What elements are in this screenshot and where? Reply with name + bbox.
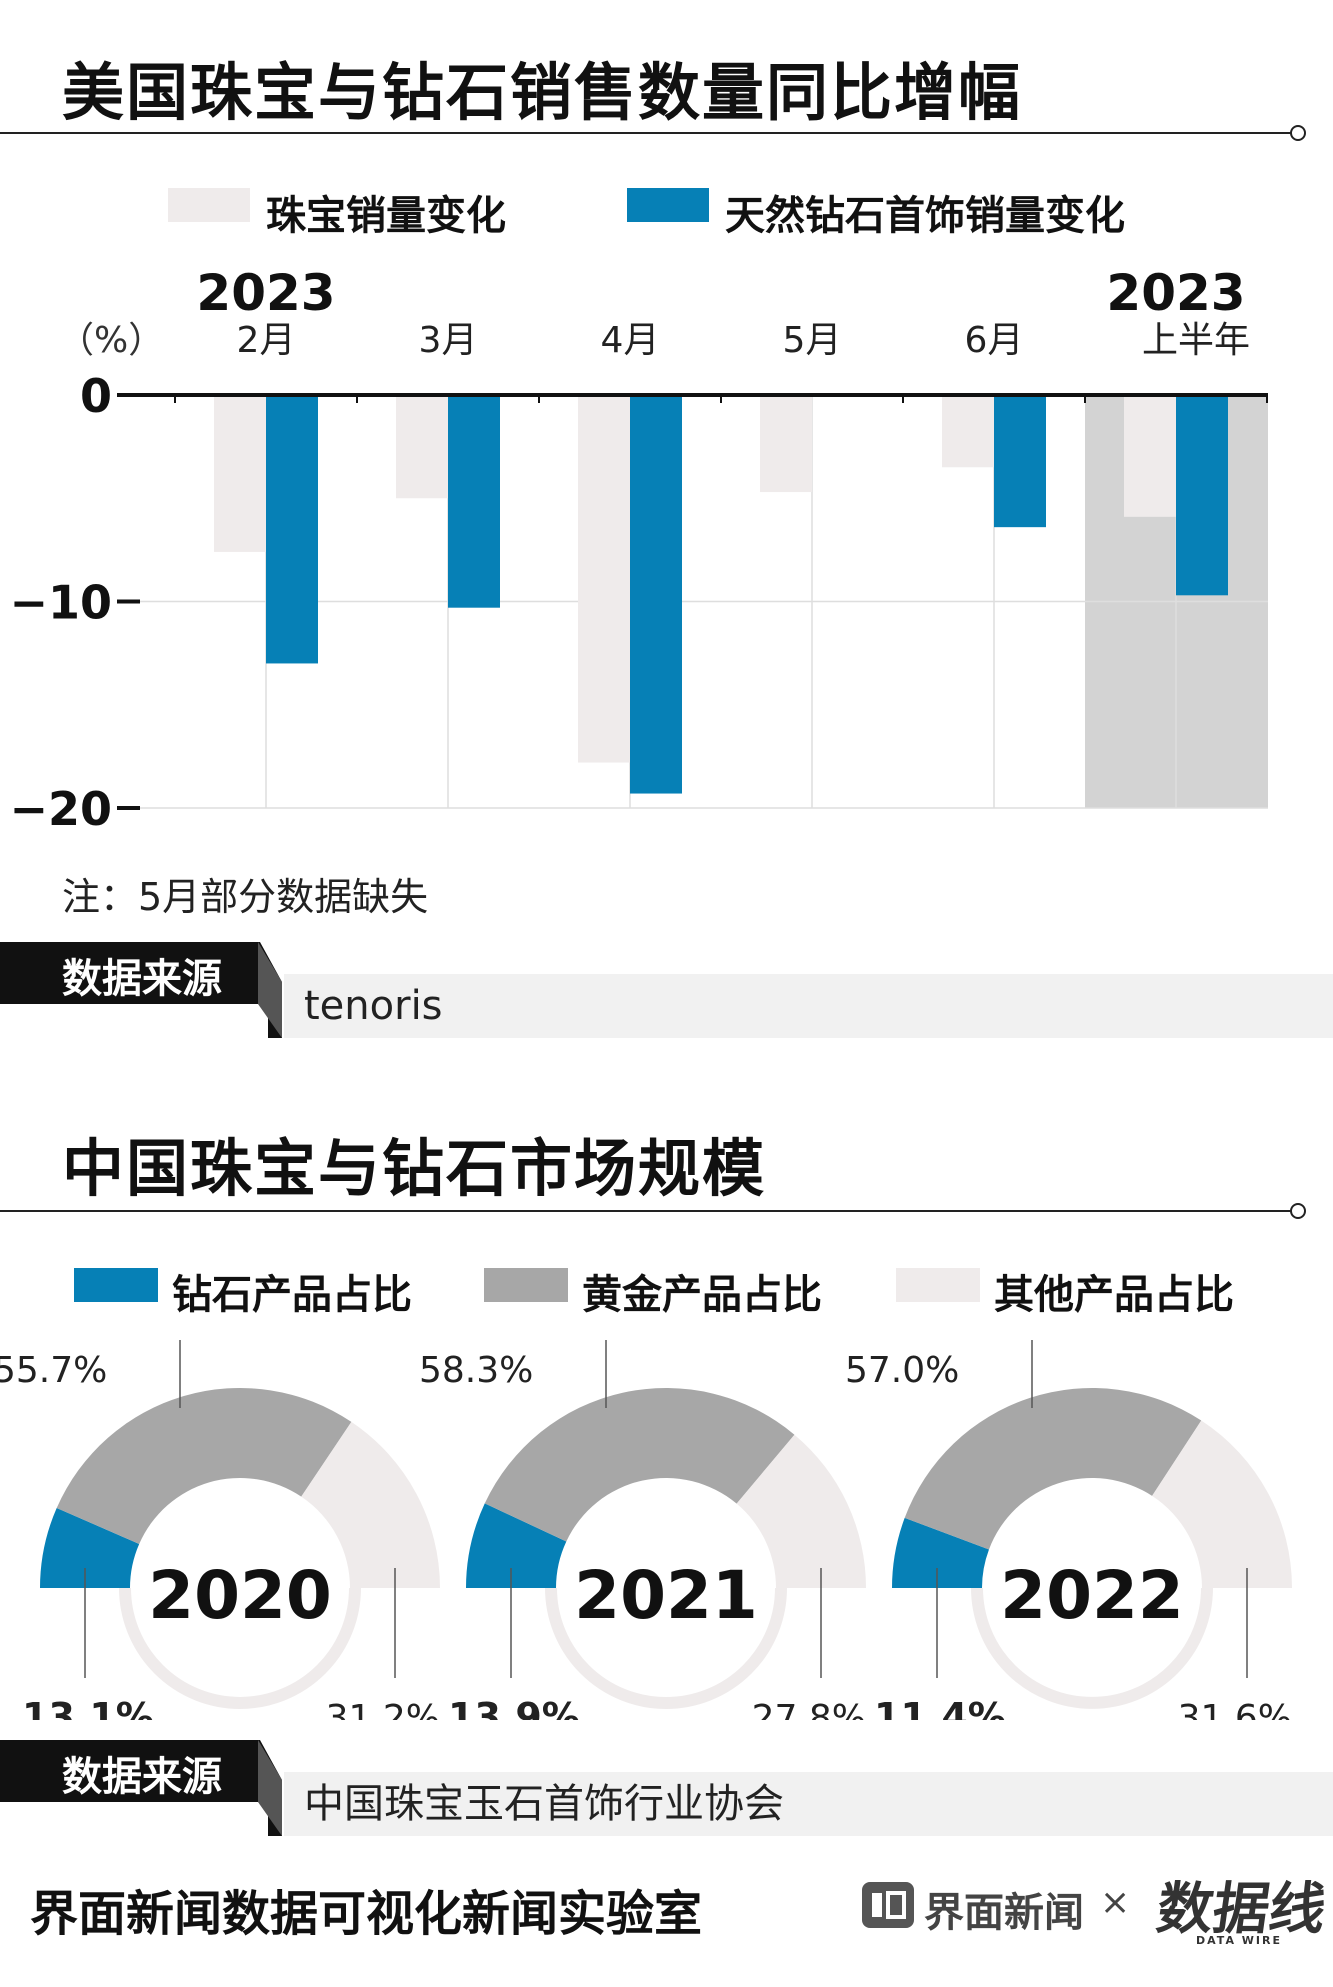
x-tick-label: 6月 [965,320,1024,361]
legend-swatch-diamond-share [74,1268,158,1302]
slice-label: 13.9% [448,1695,580,1720]
partner-logo-sub: DATA WIRE [1196,1934,1282,1947]
y-tick-label: −20 [9,782,112,836]
legend-label-other-share: 其他产品占比 [994,1272,1234,1318]
brand-logo-icon [862,1882,914,1928]
source-label-1: 数据来源 [62,956,222,1002]
x-tick-label: 2月 [237,320,296,361]
donut-slice-0-0 [40,1507,140,1588]
donut-base-ring [119,1587,361,1709]
chart1-note: 注：5月部分数据缺失 [62,875,429,919]
footer-title: 界面新闻数据可视化新闻实验室 [30,1886,703,1942]
donut-slice-1-2 [736,1434,866,1588]
chart2-title: 中国珠宝与钻石市场规模 [62,1132,767,1205]
donut-chart: 13.1% 55.7% 31.2% 2020 13.9% 58.3% 27.8% 2021 11… [0,1340,1292,1720]
chart2-title-rule [0,1210,1296,1212]
source-tab-2 [0,1740,282,1836]
bar-jewelry-3 [760,395,812,493]
donut-base-ring [545,1587,787,1709]
donut-slice-2-1 [904,1388,1202,1550]
partner-logo: 数据线 [1152,1877,1330,1942]
chart1-title-rule [0,132,1296,134]
donut-slice-0-1 [56,1388,352,1544]
legend-label-jewelry: 珠宝销量变化 [266,193,506,239]
bar-diamond-2 [630,395,682,794]
slice-label: 11.4% [874,1695,1006,1720]
slice-label: 31.2% [326,1698,440,1720]
chart1-rule-end-dot [1290,125,1306,141]
legend-swatch-other-share [896,1268,980,1302]
brand-name: 界面新闻 [924,1890,1084,1936]
donut-base-ring [971,1587,1213,1709]
donut-slice-2-2 [1152,1420,1292,1588]
donut-year-label: 2021 [574,1557,758,1634]
year-label-left: 2023 [196,264,335,322]
slice-label: 58.3% [419,1350,533,1391]
donut-slice-0-2 [301,1421,440,1588]
bar-diamond-1 [448,395,500,608]
source-value-2: 中国珠宝玉石首饰行业协会 [284,1772,1333,1836]
donut-slice-1-0 [466,1503,567,1588]
year-label-right: 2023 [1106,264,1245,322]
bar-jewelry-5 [1124,395,1176,517]
y-tick-label: 0 [80,369,112,423]
bar-diamond-4 [994,395,1046,528]
donut-year-label: 2020 [148,1557,332,1634]
source-value-1: tenoris [284,974,1333,1038]
x-tick-label: 4月 [601,320,660,361]
slice-label: 55.7% [0,1350,107,1391]
slice-label: 27.8% [752,1698,866,1720]
slice-label: 13.1% [22,1695,154,1720]
slice-label: 57.0% [845,1350,959,1391]
chart2-rule-end-dot [1290,1203,1306,1219]
times-sign: × [1100,1882,1131,1923]
slice-label: 31.6% [1178,1698,1292,1720]
bar-chart: 0 −10 −20 2月 3月 4月 5月 6月 上半年 2023 2023 （%） [9,264,1268,836]
bar-jewelry-1 [396,395,448,499]
x-tick-label: 5月 [783,320,842,361]
legend-label-diamond-share: 钻石产品占比 [172,1272,412,1318]
bar-jewelry-4 [942,395,994,468]
unit-label: （%） [58,320,164,361]
legend-swatch-diamond [627,188,709,222]
legend-swatch-gold-share [484,1268,568,1302]
donut-slice-2-0 [892,1517,989,1588]
chart1-title: 美国珠宝与钻石销售数量同比增幅 [62,56,1023,129]
x-tick-label: 上半年 [1142,320,1250,361]
source-tab-1 [0,942,282,1038]
source-label-2: 数据来源 [62,1754,222,1800]
y-tick-label: −10 [9,576,112,630]
bar-diamond-0 [266,395,318,664]
x-tick-label: 3月 [419,320,478,361]
bar-jewelry-2 [578,395,630,763]
donut-slice-1-1 [484,1388,795,1542]
legend-label-diamond: 天然钻石首饰销量变化 [725,193,1125,239]
legend-swatch-jewelry [168,188,250,222]
bar-jewelry-0 [214,395,266,552]
bar-diamond-5 [1176,395,1228,596]
donut-year-label: 2022 [1000,1557,1184,1634]
legend-label-gold-share: 黄金产品占比 [582,1272,822,1318]
